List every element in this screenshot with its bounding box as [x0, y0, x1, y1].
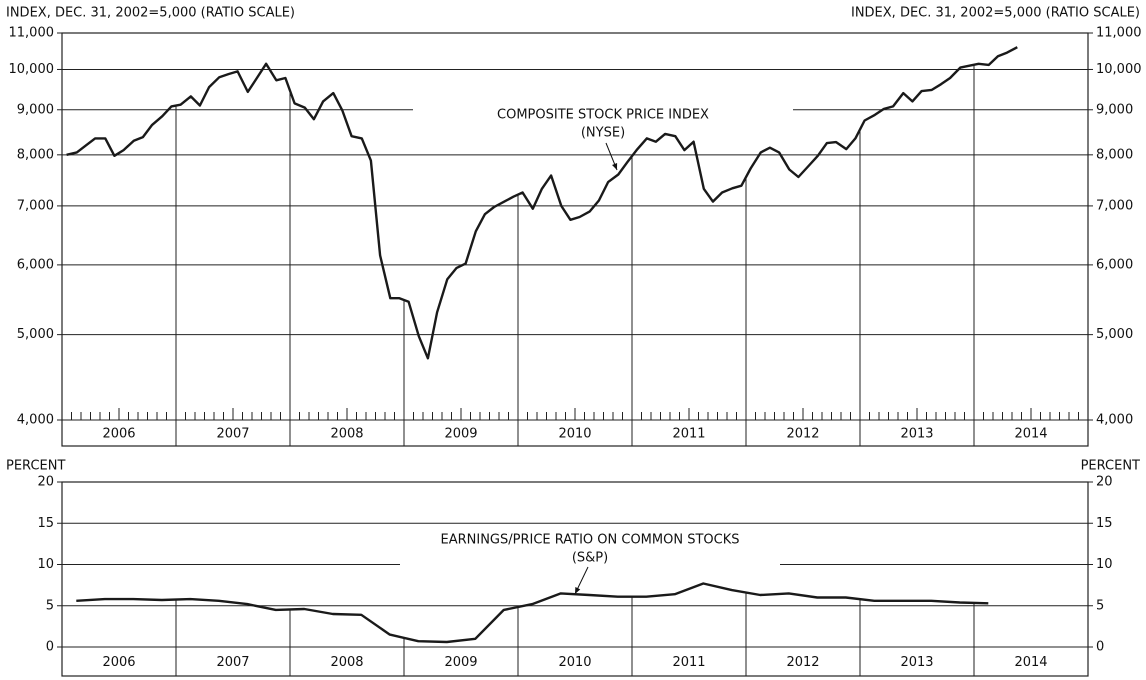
x-tick-label: 2010 — [558, 427, 591, 442]
y-tick-label-right: 10 — [1096, 557, 1113, 572]
y-tick-label-right: 0 — [1096, 640, 1104, 655]
y-axis-label: PERCENT — [6, 459, 65, 474]
annotation: EARNINGS/PRICE RATIO ON COMMON STOCKS — [441, 533, 740, 548]
x-tick-label: 2012 — [786, 655, 819, 670]
y-tick-label: 9,000 — [17, 102, 54, 117]
y-tick-label-right: 15 — [1096, 516, 1113, 531]
y-tick-label: 15 — [37, 516, 54, 531]
x-tick-label: 2006 — [102, 427, 135, 442]
x-tick-label: 2009 — [444, 427, 477, 442]
annotation: (S&P) — [572, 551, 608, 566]
y-tick-label: 7,000 — [17, 198, 54, 213]
arrow-head — [575, 587, 581, 594]
y-tick-label: 4,000 — [17, 413, 54, 428]
x-tick-label: 2006 — [102, 655, 135, 670]
plot-frame — [61, 481, 1089, 677]
y-tick-label-right: 8,000 — [1096, 147, 1133, 162]
y-axis-label-right: PERCENT — [1081, 459, 1140, 474]
x-tick-label: 2013 — [900, 655, 933, 670]
x-tick-label: 2008 — [330, 655, 363, 670]
x-tick-label: 2008 — [330, 427, 363, 442]
y-tick-label: 20 — [37, 475, 54, 490]
x-tick-label: 2012 — [786, 427, 819, 442]
annotation: (NYSE) — [581, 126, 625, 141]
y-tick-label: 11,000 — [9, 26, 55, 41]
data-line — [66, 46, 1018, 360]
annotation-bg — [413, 105, 793, 143]
data-line — [76, 582, 989, 644]
y-tick-label: 6,000 — [17, 257, 54, 272]
x-tick-label: 2009 — [444, 655, 477, 670]
y-axis-label-right: INDEX, DEC. 31, 2002=5,000 (RATIO SCALE) — [851, 6, 1140, 21]
plot-frame — [61, 32, 1089, 447]
x-tick-label: 2014 — [1014, 655, 1047, 670]
annotation-bg — [400, 530, 780, 568]
y-tick-label: 10,000 — [9, 62, 55, 77]
x-tick-label: 2011 — [672, 655, 705, 670]
y-tick-label: 5,000 — [17, 327, 54, 342]
y-tick-label-right: 9,000 — [1096, 102, 1133, 117]
y-tick-label: 5 — [46, 598, 54, 613]
y-tick-label: 10 — [37, 557, 54, 572]
y-axis-label: INDEX, DEC. 31, 2002=5,000 (RATIO SCALE) — [6, 6, 295, 21]
annotation: COMPOSITE STOCK PRICE INDEX — [497, 108, 709, 123]
y-tick-label: 8,000 — [17, 147, 54, 162]
y-tick-label-right: 10,000 — [1096, 62, 1142, 77]
y-tick-label-right: 7,000 — [1096, 198, 1133, 213]
x-tick-label: 2007 — [216, 655, 249, 670]
y-tick-label: 0 — [46, 640, 54, 655]
y-tick-label-right: 4,000 — [1096, 413, 1133, 428]
x-tick-label: 2014 — [1014, 427, 1047, 442]
y-tick-label-right: 5,000 — [1096, 327, 1133, 342]
x-tick-label: 2011 — [672, 427, 705, 442]
x-tick-label: 2010 — [558, 655, 591, 670]
y-tick-label-right: 11,000 — [1096, 26, 1142, 41]
y-tick-label-right: 6,000 — [1096, 257, 1133, 272]
y-tick-label-right: 5 — [1096, 598, 1104, 613]
arrow-head — [612, 163, 618, 170]
x-tick-label: 2013 — [900, 427, 933, 442]
y-tick-label-right: 20 — [1096, 475, 1113, 490]
x-tick-label: 2007 — [216, 427, 249, 442]
